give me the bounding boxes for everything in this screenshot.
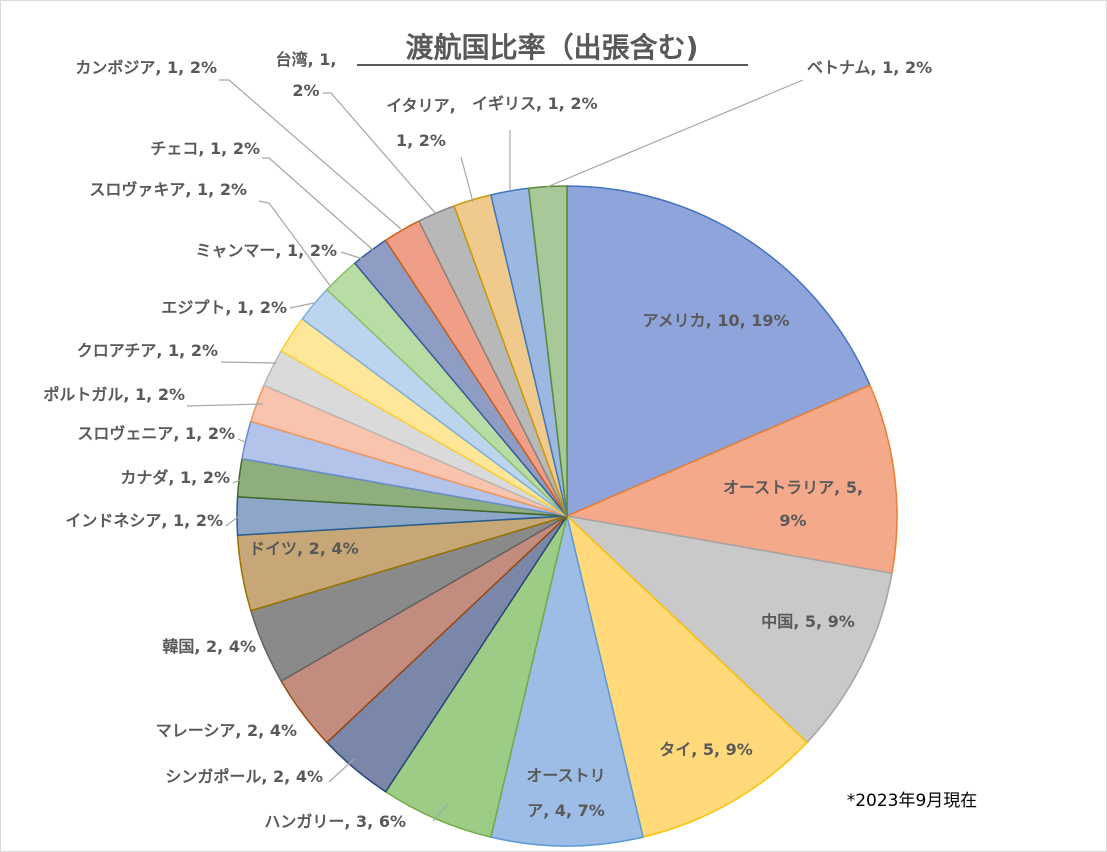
pie-slice — [564, 514, 893, 744]
leader-line — [258, 200, 332, 288]
chart-title: 渡航国比率（出張含む) — [406, 31, 699, 64]
data-label: オーストラリア, 5, 9% — [723, 478, 863, 530]
chart-footnote: *2023年9月現在 — [847, 791, 978, 811]
leader-line — [323, 92, 438, 216]
leader-line — [289, 302, 315, 309]
leader-line — [225, 515, 240, 527]
pie-slice — [564, 384, 898, 575]
data-label: タイ, 5, 9% — [659, 740, 753, 759]
data-label: アメリカ, 10, 19% — [642, 311, 789, 330]
leader-line — [340, 251, 364, 260]
leader-line — [186, 403, 264, 407]
data-label: ドイツ, 2, 4% — [249, 539, 359, 558]
leader-line — [460, 156, 474, 203]
leader-line — [432, 803, 449, 822]
leader-line — [220, 361, 277, 364]
data-label: ミャンマー, 1, 2% — [195, 241, 337, 260]
leader-lines — [186, 79, 804, 822]
data-label: イタリア, 1, 2% — [386, 96, 455, 150]
data-label: ポルトガル, 1, 2% — [43, 385, 185, 404]
data-label: マレーシア, 2, 4% — [156, 721, 297, 740]
leader-line — [546, 79, 804, 188]
data-label: カナダ, 1, 2% — [120, 468, 230, 487]
data-label: オーストリア, 4, 7% — [526, 766, 605, 820]
data-label: 台湾, 1, 2% — [276, 50, 337, 100]
pie-slices — [236, 185, 898, 847]
pie-slice — [566, 185, 871, 518]
data-labels: アメリカ, 10, 19% オーストラリア, 5, 9% 中国, 5, 9% タイ, 5… — [43, 50, 932, 831]
data-label: クロアチア, 1, 2% — [77, 341, 218, 360]
data-label: チェコ, 1, 2% — [150, 139, 260, 158]
leader-line — [328, 758, 355, 783]
data-label: ハンガリー, 3, 6% — [264, 812, 406, 831]
pie-slice — [565, 513, 809, 839]
data-label: ベトナム, 1, 2% — [807, 58, 932, 77]
data-label: インドネシア, 1, 2% — [65, 511, 223, 530]
leader-line — [219, 79, 402, 230]
data-label: スロヴェニア, 1, 2% — [77, 424, 235, 443]
pie-slice — [489, 515, 645, 847]
data-label: シンガポール, 2, 4% — [165, 767, 323, 786]
data-label: カンボジア, 1, 2% — [75, 58, 217, 77]
data-label: 韓国, 2, 4% — [162, 637, 256, 656]
data-label: エジプト, 1, 2% — [161, 298, 287, 317]
leader-line — [232, 478, 243, 484]
data-label: スロヴァキア, 1, 2% — [89, 180, 247, 199]
leader-line — [237, 438, 246, 443]
leader-line — [262, 157, 374, 251]
data-label: 中国, 5, 9% — [761, 612, 855, 631]
data-label: イギリス, 1, 2% — [472, 94, 598, 113]
